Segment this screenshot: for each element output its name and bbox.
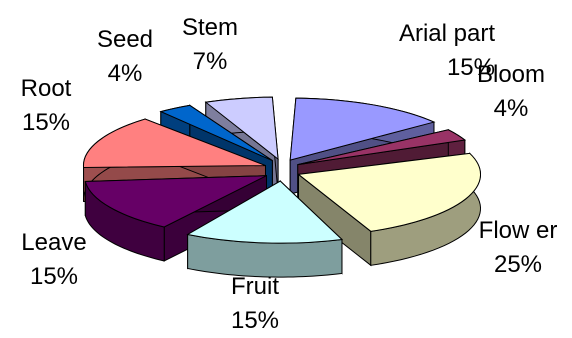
pie-slice-fruit-top: [186, 180, 344, 244]
slice-name-flower: Flow er: [478, 217, 558, 244]
slice-percent-arial-part: 15%: [446, 54, 495, 81]
slice-label-root: Root 15%: [6, 72, 86, 140]
pie-slice-leave-top: [84, 175, 267, 228]
slice-percent-fruit: 15%: [230, 307, 280, 334]
pie-slice-arial-part-top: [289, 97, 436, 161]
pie-slices: [82, 96, 482, 278]
pie-slice-fruit: [186, 179, 344, 278]
slice-percent-stem: 7%: [192, 48, 228, 75]
slice-label-leave: Leave 15%: [8, 226, 100, 294]
slice-name-seed: Seed: [96, 26, 154, 53]
pie-slice-bloom-top: [297, 129, 467, 166]
pie-slice-root-top: [83, 118, 266, 169]
slice-percent-leave: 15%: [29, 263, 79, 290]
slice-name-fruit: Fruit: [231, 273, 279, 300]
pie-slice-stem-top: [204, 96, 279, 161]
slice-label-seed: Seed 4%: [86, 23, 164, 91]
slice-label-bloom: Bloom 4%: [466, 58, 556, 126]
slice-percent-flower: 25%: [493, 251, 543, 278]
slice-label-flower: Flow er 25%: [470, 214, 566, 282]
pie-slice-flow-er-top: [297, 152, 481, 232]
slice-percent-seed: 4%: [107, 60, 143, 87]
pie-slice-seed-top: [159, 104, 273, 162]
slice-percent-root: 15%: [21, 109, 71, 136]
slice-label-fruit: Fruit 15%: [210, 270, 300, 338]
slice-name-bloom: Bloom: [476, 61, 546, 88]
slice-label-arial-part: Arial part 15%: [355, 17, 495, 85]
slice-name-arial-part: Arial part: [398, 20, 495, 47]
slice-label-stem: Stem 7%: [170, 11, 250, 79]
slice-name-stem: Stem: [181, 14, 238, 41]
slice-name-root: Root: [20, 75, 72, 102]
pie-slice-flow-er: [297, 152, 482, 267]
slice-percent-bloom: 4%: [493, 95, 529, 122]
slice-name-leave: Leave: [21, 229, 87, 256]
